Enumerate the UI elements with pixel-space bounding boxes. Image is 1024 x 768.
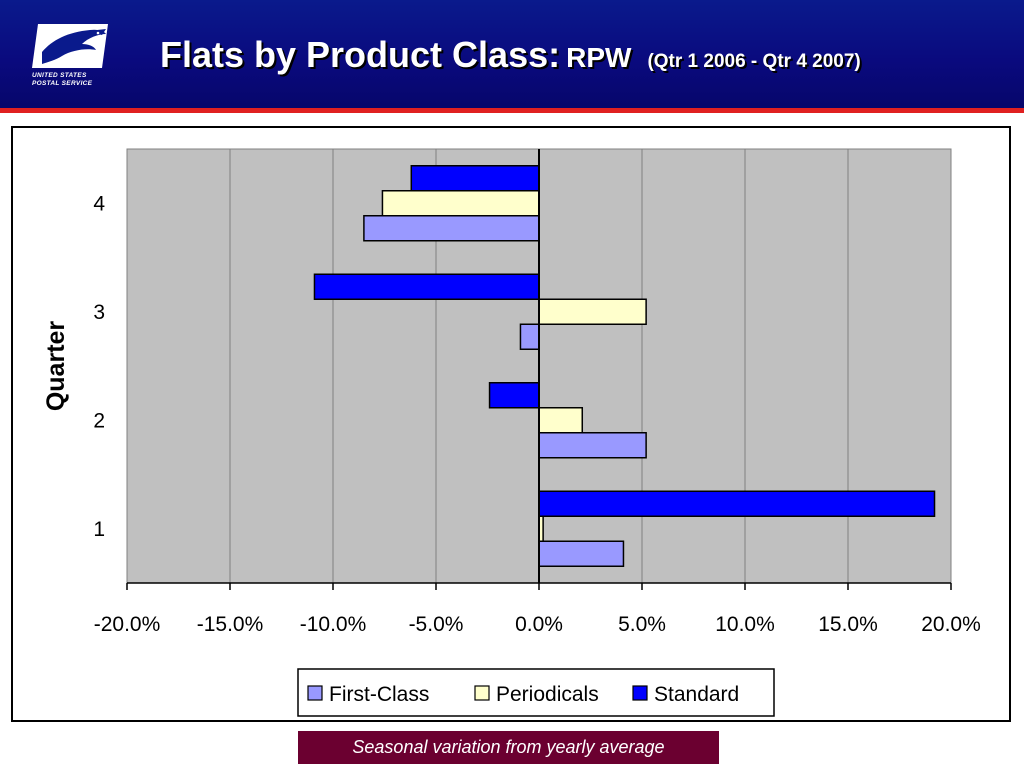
usps-logo: UNITED STATES POSTAL SERVICE (32, 22, 110, 92)
y-tick-label: 1 (93, 518, 105, 541)
legend-label: First-Class (329, 683, 429, 706)
bar-standard-q3 (313, 273, 540, 300)
title-rpw: RPW (566, 42, 632, 73)
bar-standard-q4 (410, 165, 540, 192)
title-date-range: (Qtr 1 2006 - Qtr 4 2007) (647, 51, 861, 72)
bar-standard-q1 (538, 490, 936, 517)
legend-label: Standard (654, 683, 739, 706)
x-tick-label: 15.0% (818, 613, 878, 636)
legend-label: Periodicals (496, 683, 599, 706)
legend-swatch (632, 685, 648, 701)
page-title: Flats by Product Class: RPW (Qtr 1 2006 - … (160, 34, 861, 76)
bar-periodicals-q3 (538, 298, 647, 325)
legend-swatch (474, 685, 490, 701)
x-tick-label: -5.0% (409, 613, 464, 636)
eagle-icon (32, 24, 108, 68)
header-rule (0, 108, 1024, 113)
bar-first-class-q1 (538, 540, 625, 567)
x-tick-label: -20.0% (94, 613, 161, 636)
logo-line-1: UNITED STATES (32, 72, 87, 79)
bar-standard-q2 (488, 382, 540, 409)
y-tick-label: 2 (93, 409, 105, 432)
legend (297, 668, 775, 717)
caption-banner: Seasonal variation from yearly average (298, 731, 719, 764)
logo-line-2: POSTAL SERVICE (32, 80, 93, 87)
y-axis-title: Quarter (42, 321, 70, 412)
bar-first-class-q2 (538, 432, 647, 459)
bar-first-class-q4 (363, 215, 540, 242)
header-banner: UNITED STATES POSTAL SERVICE Flats by Pr… (0, 0, 1024, 110)
bar-first-class-q3 (519, 323, 540, 350)
bar-chart: -20.0% -15.0% -10.0% -5.0% 0.0% 5.0% 10.0% 15.0… (42, 148, 981, 717)
bar-periodicals-q2 (538, 407, 584, 434)
title-main: Flats by Product Class: (160, 34, 561, 75)
x-tick-label: 5.0% (618, 613, 666, 636)
bar-periodicals-q4 (381, 190, 540, 217)
y-tick-label: 3 (93, 301, 105, 324)
x-tick-label: -15.0% (197, 613, 264, 636)
x-tick-label: 0.0% (515, 613, 563, 636)
x-tick-label: 20.0% (921, 613, 981, 636)
x-tick-label: 10.0% (715, 613, 775, 636)
legend-swatch (307, 685, 323, 701)
x-tick-label: -10.0% (300, 613, 367, 636)
chart-frame: -20.0% -15.0% -10.0% -5.0% 0.0% 5.0% 10.0% 15.0… (11, 126, 1011, 722)
y-tick-label: 4 (93, 192, 105, 215)
